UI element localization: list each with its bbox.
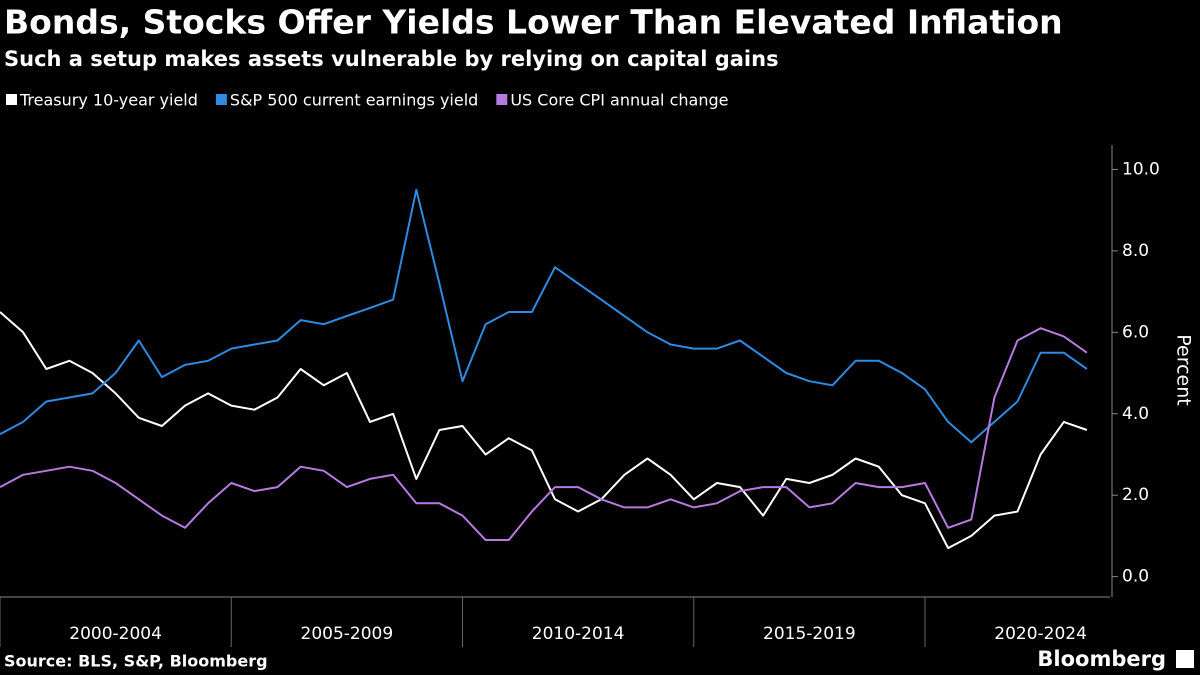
x-tick-label: 2020-2024 — [994, 624, 1087, 644]
legend-swatch — [6, 94, 17, 105]
legend-swatch — [496, 94, 508, 105]
x-tick-label: 2010-2014 — [532, 624, 625, 644]
legend-label: S&P 500 current earnings yield — [230, 91, 478, 110]
series-line — [0, 311, 1088, 550]
y-tick-label: 4.0 — [1122, 404, 1149, 424]
brand: Bloomberg — [1037, 647, 1166, 671]
y-tick-label: 6.0 — [1122, 322, 1149, 342]
series-line — [0, 188, 1088, 444]
y-tick-label: 0.0 — [1122, 567, 1149, 587]
y-tick-label: 8.0 — [1122, 241, 1149, 261]
y-tick-label: 10.0 — [1122, 159, 1160, 179]
legend-swatch — [215, 94, 227, 105]
legend-label: Treasury 10-year yield — [19, 91, 198, 110]
x-tick-label: 2005-2009 — [301, 624, 394, 644]
series-line — [0, 327, 1088, 541]
y-tick-label: 2.0 — [1122, 485, 1149, 505]
brand-icon — [1176, 650, 1194, 668]
chart-title: Bonds, Stocks Offer Yields Lower Than El… — [4, 3, 1063, 42]
y-axis-label: Percent — [1173, 334, 1195, 406]
x-tick-label: 2000-2004 — [69, 624, 162, 644]
source: Source: BLS, S&P, Bloomberg — [4, 652, 268, 671]
chart-subtitle: Such a setup makes assets vulnerable by … — [4, 47, 779, 71]
x-tick-label: 2015-2019 — [763, 624, 856, 644]
legend-label: US Core CPI annual change — [510, 91, 728, 110]
